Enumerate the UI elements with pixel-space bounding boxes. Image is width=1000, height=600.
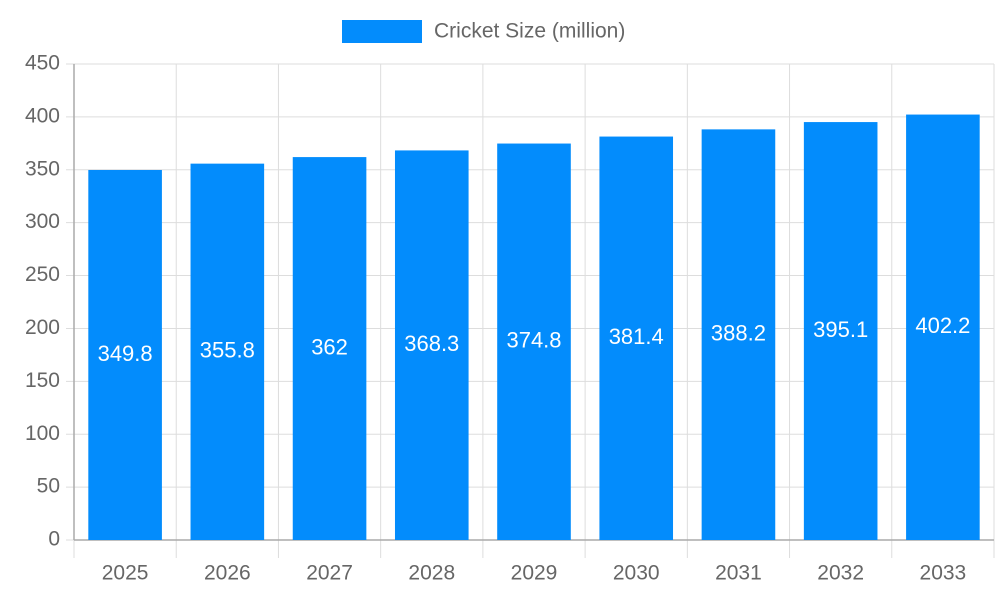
x-tick-label: 2028 <box>408 562 455 585</box>
value-label: 362 <box>311 334 348 359</box>
bar <box>190 163 265 540</box>
y-tick-label: 50 <box>37 475 60 498</box>
bar <box>497 143 571 540</box>
y-tick-label: 0 <box>48 528 60 551</box>
x-tick-label: 2029 <box>511 562 558 585</box>
x-tick-label: 2031 <box>715 562 762 585</box>
legend-label: Cricket Size (million) <box>434 20 625 43</box>
value-label: 355.8 <box>200 338 255 363</box>
bar <box>292 157 367 540</box>
value-label: 402.2 <box>915 313 970 338</box>
y-tick-label: 350 <box>25 157 60 180</box>
value-label: 381.4 <box>609 324 664 349</box>
bar <box>906 114 980 541</box>
bar <box>599 136 674 541</box>
x-tick-label: 2025 <box>102 562 149 585</box>
x-tick-label: 2030 <box>613 562 660 585</box>
x-tick-label: 2032 <box>817 562 864 585</box>
y-tick-label: 250 <box>25 263 60 286</box>
y-tick-label: 300 <box>25 210 60 233</box>
bar <box>701 129 776 540</box>
y-tick-label: 400 <box>25 104 60 127</box>
bar <box>394 150 469 540</box>
x-tick-label: 2027 <box>306 562 353 585</box>
y-tick-label: 100 <box>25 422 60 445</box>
y-tick-label: 200 <box>25 316 60 339</box>
y-tick-label: 450 <box>25 52 60 75</box>
legend-swatch <box>342 20 422 43</box>
value-label: 395.1 <box>813 317 868 342</box>
x-tick-label: 2026 <box>204 562 251 585</box>
value-label: 388.2 <box>711 320 766 345</box>
value-label: 349.8 <box>98 341 153 366</box>
bar <box>88 169 162 541</box>
value-label: 374.8 <box>506 328 561 353</box>
y-tick-label: 150 <box>25 369 60 392</box>
x-tick-label: 2033 <box>920 562 967 585</box>
value-label: 368.3 <box>404 331 459 356</box>
bar <box>803 122 878 541</box>
